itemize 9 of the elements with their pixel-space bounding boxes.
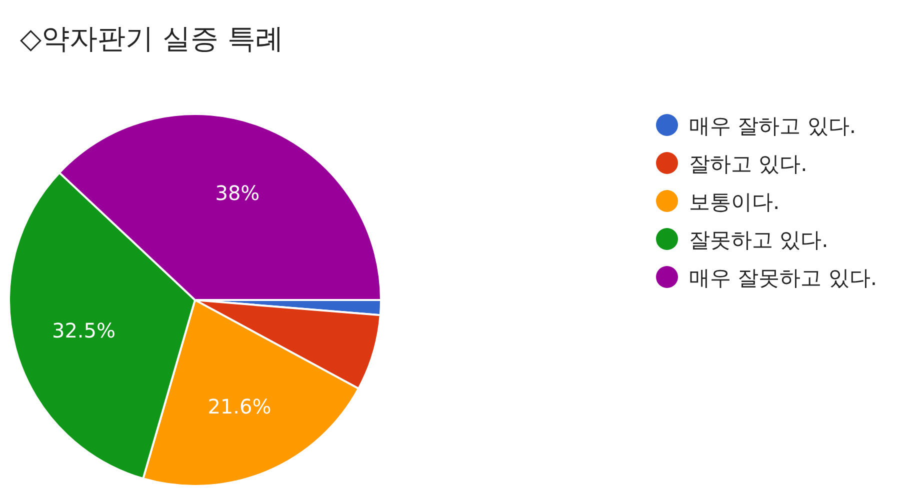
data-label: 32.5% <box>52 318 116 342</box>
data-label: 21.6% <box>208 394 272 418</box>
legend-label: 매우 잘하고 있다. <box>689 114 856 138</box>
legend-label: 보통이다. <box>689 190 780 214</box>
legend-label: 잘못하고 있다. <box>689 228 828 252</box>
legend-label: 잘하고 있다. <box>689 152 808 176</box>
chart-title: ◇약자판기 실증 특례 <box>20 22 284 55</box>
legend-label: 매우 잘못하고 있다. <box>689 266 878 290</box>
data-label: 38% <box>215 180 260 205</box>
